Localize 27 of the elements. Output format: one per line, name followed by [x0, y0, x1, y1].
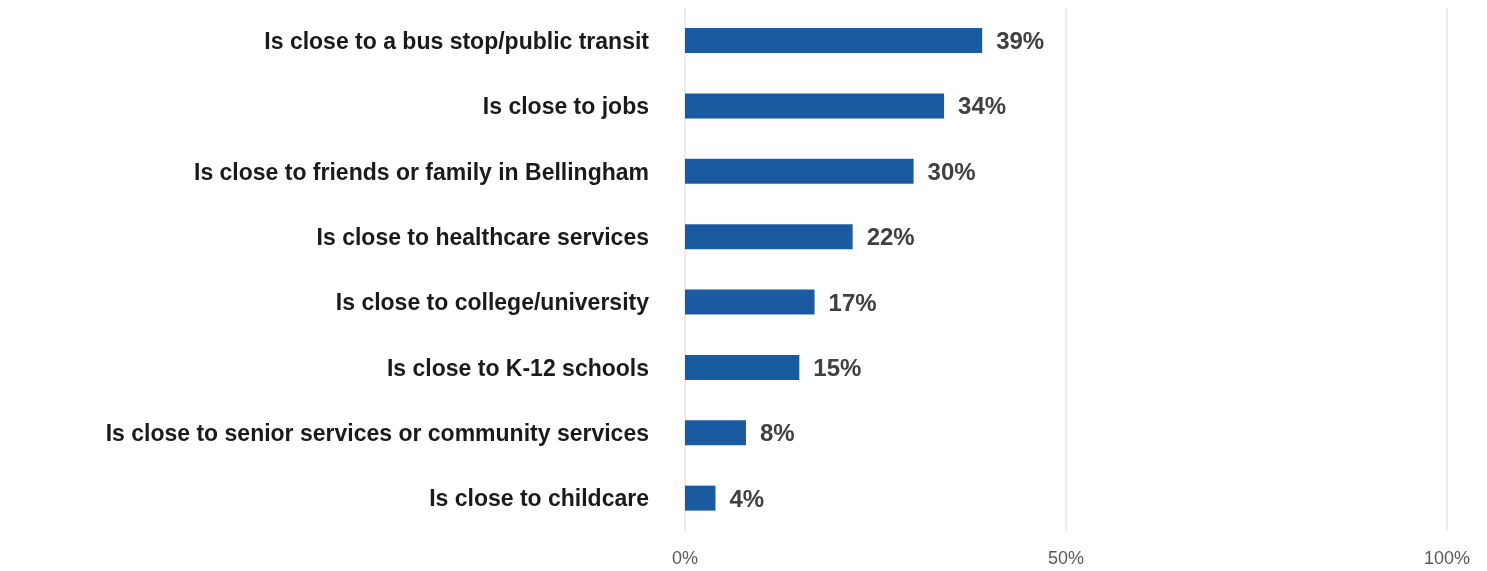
- bar: [685, 224, 853, 250]
- bar: [685, 420, 746, 446]
- y-tick-label: Is close to K-12 schools: [386, 354, 649, 381]
- x-tick-label: 50%: [1047, 547, 1085, 568]
- data-label: 30%: [927, 157, 976, 185]
- bar: [685, 93, 945, 119]
- data-label: 8%: [759, 419, 795, 447]
- bar: [685, 28, 983, 53]
- data-label: 17%: [828, 288, 877, 316]
- bar: [685, 289, 815, 315]
- y-tick-label: Is close to friends or family in Bellingham: [194, 158, 649, 185]
- data-label: 22%: [866, 223, 915, 251]
- data-label: 15%: [813, 353, 862, 381]
- data-label: 4%: [729, 484, 765, 512]
- data-label: 34%: [958, 92, 1007, 120]
- bar: [685, 485, 716, 511]
- y-tick-label: Is close to college/university: [335, 289, 650, 316]
- bar: [685, 354, 800, 380]
- bar: [685, 158, 914, 184]
- y-tick-label: Is close to healthcare services: [316, 223, 649, 250]
- y-tick-label: Is close to childcare: [429, 485, 649, 512]
- x-tick-label: 100%: [1423, 547, 1471, 568]
- y-tick-label: Is close to senior services or community services: [105, 420, 649, 447]
- y-tick-label: Is close to jobs: [482, 93, 649, 120]
- x-tick-label: 0%: [671, 547, 699, 568]
- data-label: 39%: [996, 27, 1045, 54]
- y-tick-label: Is close to a bus stop/public transit: [264, 27, 650, 54]
